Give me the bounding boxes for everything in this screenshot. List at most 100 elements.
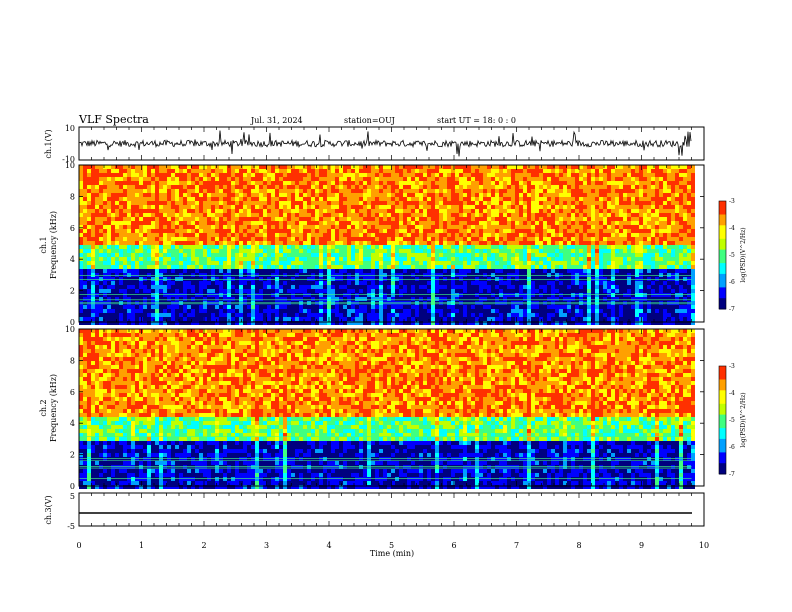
spectrogram-cell: [155, 209, 159, 213]
spectrogram-cell: [239, 193, 243, 197]
spectrogram-cell: [123, 305, 127, 309]
spectrogram-cell: [159, 245, 163, 249]
spectrogram-cell: [335, 269, 339, 273]
spectrogram-cell: [267, 197, 271, 201]
spectrogram-cell: [407, 293, 411, 297]
spectrogram-cell: [195, 309, 199, 313]
spectrogram-cell: [535, 173, 539, 177]
spectrogram-cell: [539, 253, 543, 257]
spectrogram-cell: [391, 257, 395, 261]
spectrogram-cell: [355, 245, 359, 249]
spectrogram-cell: [471, 281, 475, 285]
spectrogram-cell: [567, 205, 571, 209]
spectrogram-cell: [123, 217, 127, 221]
spectrogram-cell: [347, 277, 351, 281]
spectrogram-cell: [347, 317, 351, 321]
spectrogram-cell: [211, 289, 215, 293]
spectrogram-cell: [159, 321, 163, 325]
spectrogram-cell: [195, 197, 199, 201]
spectrogram-cell: [447, 221, 451, 225]
spectrogram-cell: [111, 293, 115, 297]
spectrogram-cell: [335, 181, 339, 185]
spectrogram-cell: [215, 237, 219, 241]
spectrogram-cell: [83, 297, 87, 301]
spectrogram-cell: [267, 209, 271, 213]
spectrogram-cell: [251, 233, 255, 237]
spectrogram-cell: [427, 241, 431, 245]
spectrogram-cell: [95, 193, 99, 197]
spectrogram-cell: [487, 213, 491, 217]
spectrogram-cell: [327, 309, 331, 313]
spectrogram-cell: [375, 277, 379, 281]
spectrogram-cell: [571, 289, 575, 293]
spectrogram-cell: [435, 305, 439, 309]
spectrogram-cell: [395, 305, 399, 309]
spectrogram-cell: [339, 229, 343, 233]
spectrogram-cell: [199, 253, 203, 257]
spectrogram-cell: [563, 289, 567, 293]
spectrogram-cell: [271, 297, 275, 301]
spectrogram-cell: [463, 321, 467, 325]
spectrogram-cell: [99, 241, 103, 245]
spectrogram-cell: [291, 249, 295, 253]
spectrogram-cell: [143, 177, 147, 181]
spectrogram-cell: [315, 233, 319, 237]
spectrogram-cell: [79, 165, 83, 169]
spectrogram-cell: [263, 317, 267, 321]
spectrogram-cell: [391, 269, 395, 273]
spectrogram-cell: [423, 201, 427, 205]
spectrogram-cell: [271, 177, 275, 181]
spectrogram-cell: [255, 273, 259, 277]
spectrogram-cell: [363, 193, 367, 197]
spectrogram-cell: [247, 201, 251, 205]
spectrogram-cell: [435, 265, 439, 269]
spectrogram-cell: [495, 289, 499, 293]
spectrogram-cell: [539, 317, 543, 321]
spectrogram-cell: [363, 253, 367, 257]
spectrogram-cell: [111, 173, 115, 177]
spectrogram-cell: [347, 257, 351, 261]
spectrogram-cell: [315, 257, 319, 261]
spectrogram-cell: [327, 289, 331, 293]
spectrogram-cell: [435, 269, 439, 273]
spectrogram-cell: [343, 177, 347, 181]
spectrogram-cell: [131, 197, 135, 201]
spectrogram-cell: [563, 285, 567, 289]
spectrogram-cell: [323, 197, 327, 201]
spectrogram-cell: [227, 273, 231, 277]
spectrogram-cell: [363, 249, 367, 253]
spectrogram-cell: [375, 221, 379, 225]
spectrogram-cell: [311, 321, 315, 325]
spectrogram-cell: [379, 201, 383, 205]
spectrogram-cell: [183, 305, 187, 309]
spectrogram-cell: [423, 197, 427, 201]
spectrogram-cell: [383, 293, 387, 297]
spectrogram-cell: [555, 193, 559, 197]
spectrogram-cell: [431, 181, 435, 185]
spectrogram-cell: [511, 217, 515, 221]
spectrogram-cell: [259, 281, 263, 285]
spectrogram-cell: [223, 253, 227, 257]
spectrogram-cell: [163, 225, 167, 229]
spectrogram-cell: [331, 205, 335, 209]
spectrogram-cell: [531, 197, 535, 201]
spectrogram-cell: [175, 269, 179, 273]
spectrogram-cell: [571, 197, 575, 201]
spectrogram-cell: [227, 205, 231, 209]
spectrogram-cell: [363, 281, 367, 285]
spectrogram-cell: [327, 249, 331, 253]
spectrogram-cell: [531, 293, 535, 297]
spectrogram-cell: [439, 297, 443, 301]
spectrogram-cell: [259, 285, 263, 289]
spectrogram-cell: [283, 181, 287, 185]
spectrogram-cell: [539, 241, 543, 245]
spectrogram-cell: [555, 249, 559, 253]
spectrogram-cell: [171, 245, 175, 249]
spectrogram-cell: [295, 285, 299, 289]
spectrogram-cell: [99, 237, 103, 241]
spectrogram-cell: [139, 181, 143, 185]
spectrogram-cell: [527, 233, 531, 237]
spectrogram-cell: [347, 177, 351, 181]
spectrogram-cell: [431, 173, 435, 177]
spectrogram-cell: [123, 273, 127, 277]
